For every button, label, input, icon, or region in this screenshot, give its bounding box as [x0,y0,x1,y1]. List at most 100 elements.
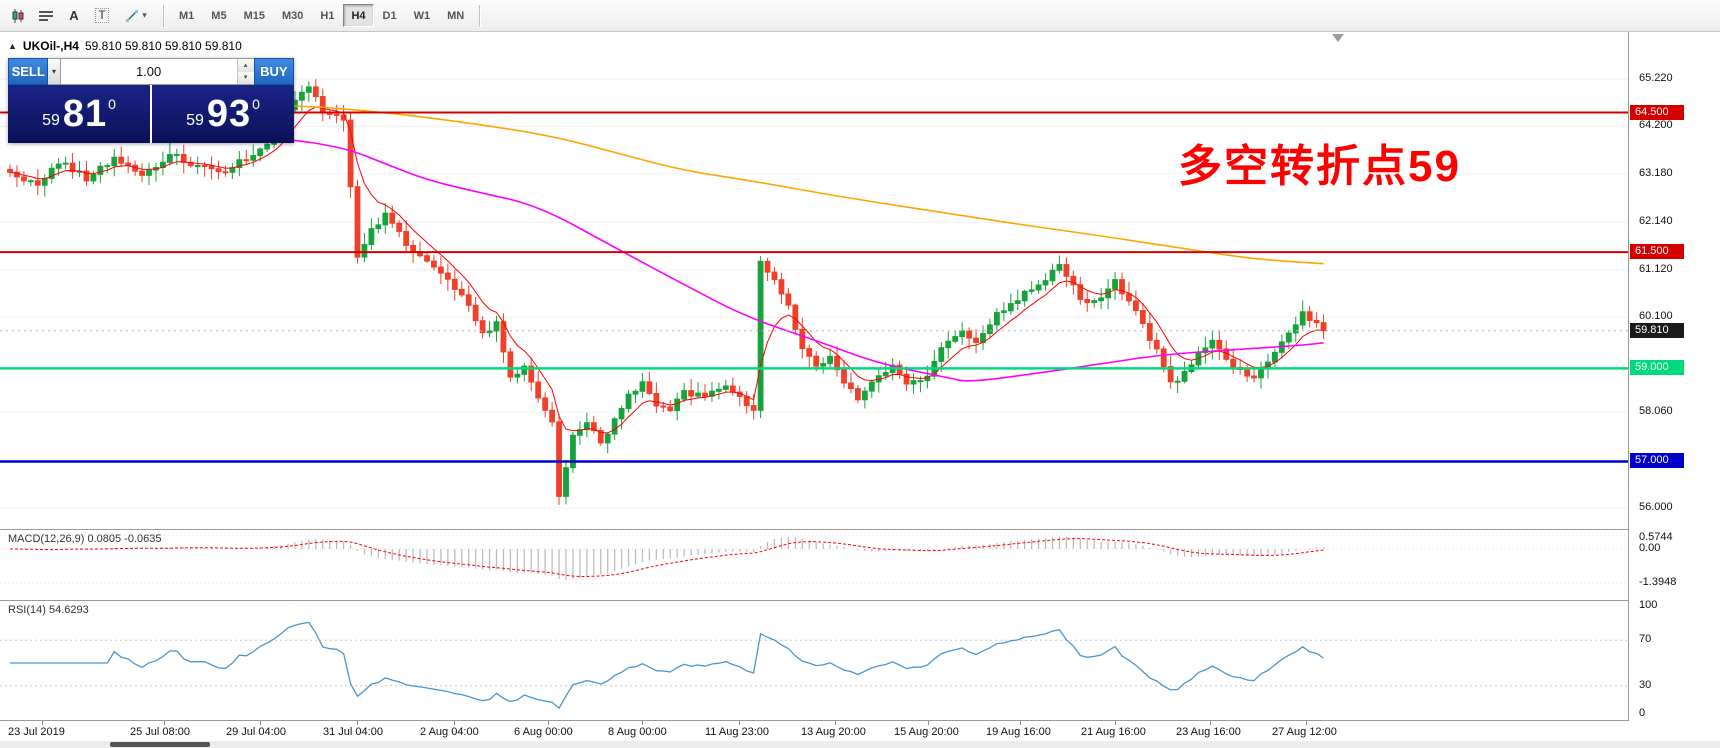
timeframe-m5[interactable]: M5 [203,4,234,27]
time-tick [1115,721,1116,725]
line-tools-dropdown-button[interactable]: ▾ [116,4,156,28]
time-tick [548,721,549,725]
timeframe-d1[interactable]: D1 [375,4,405,27]
candle-body [757,260,764,411]
time-tick-label: 21 Aug 16:00 [1081,726,1146,738]
label-tool-button[interactable]: A [60,4,88,28]
timeframe-h1[interactable]: H1 [312,4,342,27]
time-tick [357,721,358,725]
candle-body [681,390,688,400]
volume-input[interactable] [60,59,237,84]
label-a-icon: A [69,8,79,23]
timeframe-m15[interactable]: M15 [236,4,273,27]
candle-body [542,397,549,411]
rsi-scale-label: 30 [1639,679,1652,691]
candle-body [910,380,917,385]
bid-pips: 81 [62,92,108,135]
ask-price-button[interactable]: 59 93 0 [152,85,294,143]
time-axis[interactable]: 23 Jul 2019 25 Jul 08:00 29 Jul 04:00 31 Ju… [0,721,1720,741]
candle-body [347,119,354,188]
objects-list-tool-button[interactable] [32,4,60,28]
candle-body [1126,293,1132,302]
candle-body [785,293,792,306]
candle-body [514,373,521,378]
chart-shift-marker[interactable] [1332,34,1344,42]
candle-body [69,162,76,173]
candle-body [528,365,535,383]
candle-body [973,337,979,343]
sell-button[interactable]: SELL [8,58,49,85]
candle-body [667,406,674,412]
time-tick-label: 23 Jul 2019 [8,726,65,738]
timeframe-mn[interactable]: MN [439,4,472,27]
candle-body [688,390,695,397]
volume-increase-button[interactable]: ▴ [237,59,254,72]
bid-price-button[interactable]: 59 81 0 [8,85,150,143]
price-tick-label: 65.220 [1639,72,1673,84]
candle-body [1139,309,1146,325]
candle-body [570,434,576,469]
macd-signal-line [10,538,1324,577]
time-tick-label: 15 Aug 20:00 [894,726,959,738]
candle-body [507,351,514,378]
candle-body [1063,264,1070,277]
one-click-trading-toggle-icon[interactable]: ▲ [8,41,17,51]
candle-body [118,156,125,164]
chart-title: ▲ UKOil-,H4 59.810 59.810 59.810 59.810 [8,39,242,53]
price-tick-label: 56.000 [1639,501,1673,513]
candle-body [861,390,868,401]
price-tick-label: 58.060 [1639,405,1673,417]
timeframe-m30[interactable]: M30 [274,4,311,27]
text-t-icon: T [95,8,109,23]
candle-body [611,418,618,435]
candle-body [1209,339,1216,349]
candle-body [451,278,458,290]
ma-medium-magenta-line [9,107,1324,382]
candle-body [1014,300,1021,305]
candle-body [305,86,312,93]
volume-spinner: ▴ ▾ [236,59,254,84]
timeframe-w1[interactable]: W1 [406,4,439,27]
candle-body [813,355,820,367]
time-tick [928,721,929,725]
candle-body [438,266,444,274]
time-tick-label: 11 Aug 23:00 [705,726,770,738]
candle-body [1007,303,1014,312]
candle-body [1181,371,1188,382]
timeframe-h4[interactable]: H4 [343,4,374,27]
candle-body [535,381,542,399]
price-axis[interactable]: 65.220 64.200 63.180 62.140 61.120 60.100 58.0… [1629,32,1720,721]
candle-body [361,244,368,258]
candle-body [27,180,34,183]
candle-body [597,430,604,444]
candle-body [424,255,430,262]
chart-plot[interactable] [0,32,1720,748]
candle-body [333,113,340,116]
time-tick-label: 13 Aug 20:00 [801,726,866,738]
candle-body [639,381,646,392]
scrollbar-handle[interactable] [110,742,210,747]
buy-button[interactable]: BUY [253,58,295,85]
timeframe-m1[interactable]: M1 [171,4,202,27]
candle-body [959,330,966,338]
price-level-badge: 61.500 [1630,244,1684,259]
candle-body [855,388,861,401]
candle-body [1146,323,1153,341]
candle-body [994,312,1000,326]
candle-body [1216,339,1223,350]
horizontal-scrollbar[interactable] [0,741,1720,748]
text-tool-button[interactable]: T [88,4,116,28]
macd-indicator-label: MACD(12,26,9) 0.0805 -0.0635 [8,533,162,545]
candle-body [90,173,97,182]
candle-body [966,330,973,339]
candle-body [97,165,104,175]
candle-body [444,272,451,280]
candle-body [1000,310,1007,314]
chart-style-tool-button[interactable] [4,4,32,28]
candle-body [486,330,493,334]
trade-controls-row: SELL ▾ ▴ ▾ BUY [8,58,295,85]
toolbar-separator [163,4,164,27]
order-settings-dropdown[interactable]: ▾ [48,58,61,85]
volume-decrease-button[interactable]: ▾ [237,71,254,84]
time-tick [454,721,455,725]
